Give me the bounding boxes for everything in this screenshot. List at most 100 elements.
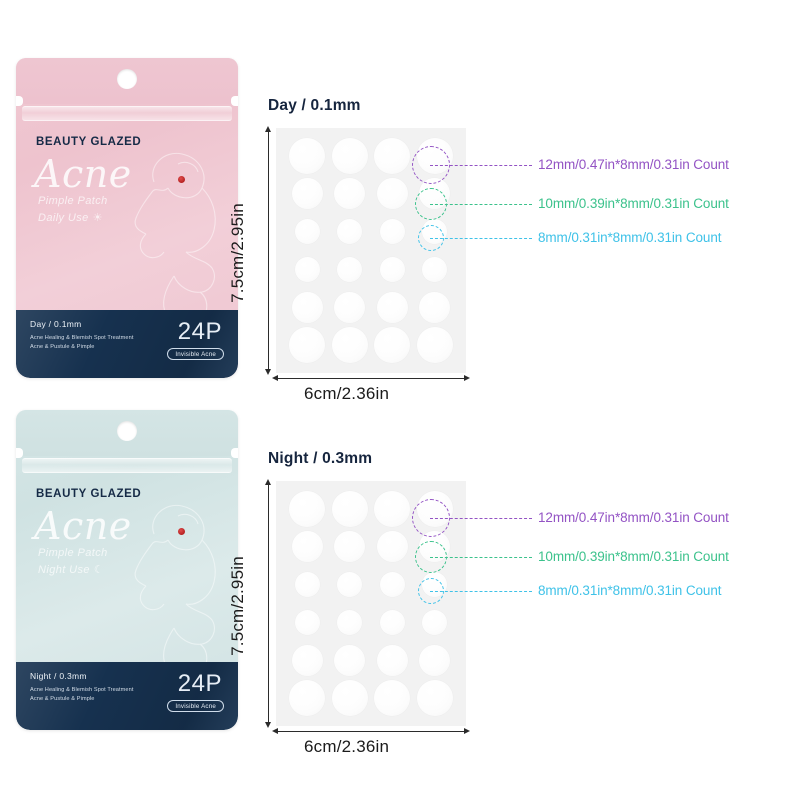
sun-icon: ☀	[92, 212, 103, 224]
notch-right	[231, 96, 238, 106]
face-line-art	[134, 152, 216, 326]
band-description: Acne Healing & Blemish Spot Treatment Ac…	[30, 334, 134, 352]
callout-label-10mm-day: 10mm/0.39in*8mm/0.31in Count	[538, 196, 729, 211]
patch	[289, 327, 326, 364]
dim-label-width-night: 6cm/2.36in	[304, 737, 390, 756]
patch	[379, 609, 405, 635]
band-variant-title: Day / 0.1mm	[30, 319, 82, 329]
notch-right	[231, 448, 238, 458]
brand-name: BEAUTY GLAZED	[36, 136, 142, 148]
leader-line-10mm-night	[430, 557, 532, 558]
patch	[294, 609, 320, 635]
dim-line-vertical-night	[268, 484, 269, 723]
usage-label-night: Night Use ☾	[38, 563, 105, 577]
leader-line-12mm-night	[430, 518, 532, 519]
patch	[374, 327, 411, 364]
band-description-line2: Acne & Pustule & Pimple	[30, 696, 95, 703]
brand-name: BEAUTY GLAZED	[36, 488, 142, 500]
face-line-art	[134, 504, 216, 678]
patch	[331, 490, 368, 527]
heading-night: Night / 0.3mm	[268, 450, 373, 467]
count-badge: 24P	[177, 318, 222, 345]
heading-day: Day / 0.1mm	[268, 97, 361, 114]
hang-hole-icon	[117, 69, 137, 89]
patch	[334, 644, 366, 676]
dim-arrow-top-day	[264, 126, 271, 132]
patch	[374, 137, 411, 174]
patch	[291, 531, 323, 563]
patch	[337, 609, 363, 635]
dim-arrow-top-night	[264, 479, 271, 485]
patch	[416, 327, 453, 364]
dim-label-height-day: 7.5cm/2.95in	[228, 203, 247, 303]
patch	[331, 137, 368, 174]
patch	[379, 219, 405, 245]
dim-label-height-night: 7.5cm/2.95in	[228, 556, 247, 656]
usage-label-day: Daily Use ☀	[38, 211, 103, 225]
band-description-line1: Acne Healing & Blemish Spot Treatment	[30, 687, 134, 693]
patch	[337, 219, 363, 245]
leader-line-12mm-day	[430, 165, 532, 166]
dim-arrow-left-night	[272, 727, 278, 734]
patch	[337, 572, 363, 598]
dim-line-horizontal-night	[278, 731, 464, 732]
band-variant-title: Night / 0.3mm	[30, 671, 87, 681]
product-subtitle: Pimple Patch	[38, 195, 108, 207]
product-name: Acne	[34, 152, 132, 196]
moon-icon: ☾	[93, 564, 105, 576]
patch	[289, 137, 326, 174]
usage-text: Daily Use	[38, 211, 89, 224]
patch	[379, 572, 405, 598]
patch	[376, 178, 408, 210]
band-description-line1: Acne Healing & Blemish Spot Treatment	[30, 335, 134, 341]
dim-label-width-day: 6cm/2.36in	[304, 384, 390, 403]
patch	[337, 256, 363, 282]
navy-footer-band-night: Night / 0.3mm Acne Healing & Blemish Spo…	[16, 662, 238, 730]
callout-label-10mm-night: 10mm/0.39in*8mm/0.31in Count	[538, 549, 729, 564]
patch	[334, 291, 366, 323]
product-subtitle: Pimple Patch	[38, 547, 108, 559]
band-description-line2: Acne & Pustule & Pimple	[30, 344, 95, 351]
leader-line-10mm-day	[430, 204, 532, 205]
patch	[376, 531, 408, 563]
patch	[422, 609, 448, 635]
count-badge: 24P	[177, 670, 222, 697]
band-description: Acne Healing & Blemish Spot Treatment Ac…	[30, 686, 134, 704]
invisible-acne-tag: Invisible Acne	[167, 348, 224, 360]
product-name: Acne	[34, 504, 132, 548]
patch	[334, 178, 366, 210]
patch	[294, 219, 320, 245]
callout-label-12mm-day: 12mm/0.47in*8mm/0.31in Count	[538, 157, 729, 172]
patch	[374, 680, 411, 717]
pimple-dot-indicator	[178, 176, 185, 183]
patch	[334, 531, 366, 563]
patch	[416, 680, 453, 717]
dim-line-horizontal-day	[278, 378, 464, 379]
patch	[419, 644, 451, 676]
dim-line-vertical-day	[268, 131, 269, 370]
hang-hole-icon	[117, 421, 137, 441]
invisible-acne-tag: Invisible Acne	[167, 700, 224, 712]
callout-label-8mm-night: 8mm/0.31in*8mm/0.31in Count	[538, 583, 722, 598]
patch	[422, 256, 448, 282]
leader-line-8mm-night	[430, 591, 532, 592]
callout-label-8mm-day: 8mm/0.31in*8mm/0.31in Count	[538, 230, 722, 245]
notch-left	[16, 448, 23, 458]
patch	[374, 490, 411, 527]
patch	[379, 256, 405, 282]
patch	[291, 291, 323, 323]
patch	[291, 178, 323, 210]
leader-line-8mm-day	[430, 238, 532, 239]
patch	[376, 644, 408, 676]
patch	[376, 291, 408, 323]
patch	[294, 572, 320, 598]
navy-footer-band-day: Day / 0.1mm Acne Healing & Blemish Spot …	[16, 310, 238, 378]
patch	[291, 644, 323, 676]
zipper-seal	[22, 106, 232, 121]
notch-left	[16, 96, 23, 106]
pimple-dot-indicator	[178, 528, 185, 535]
patch	[294, 256, 320, 282]
dim-arrow-left-day	[272, 374, 278, 381]
patch	[331, 680, 368, 717]
